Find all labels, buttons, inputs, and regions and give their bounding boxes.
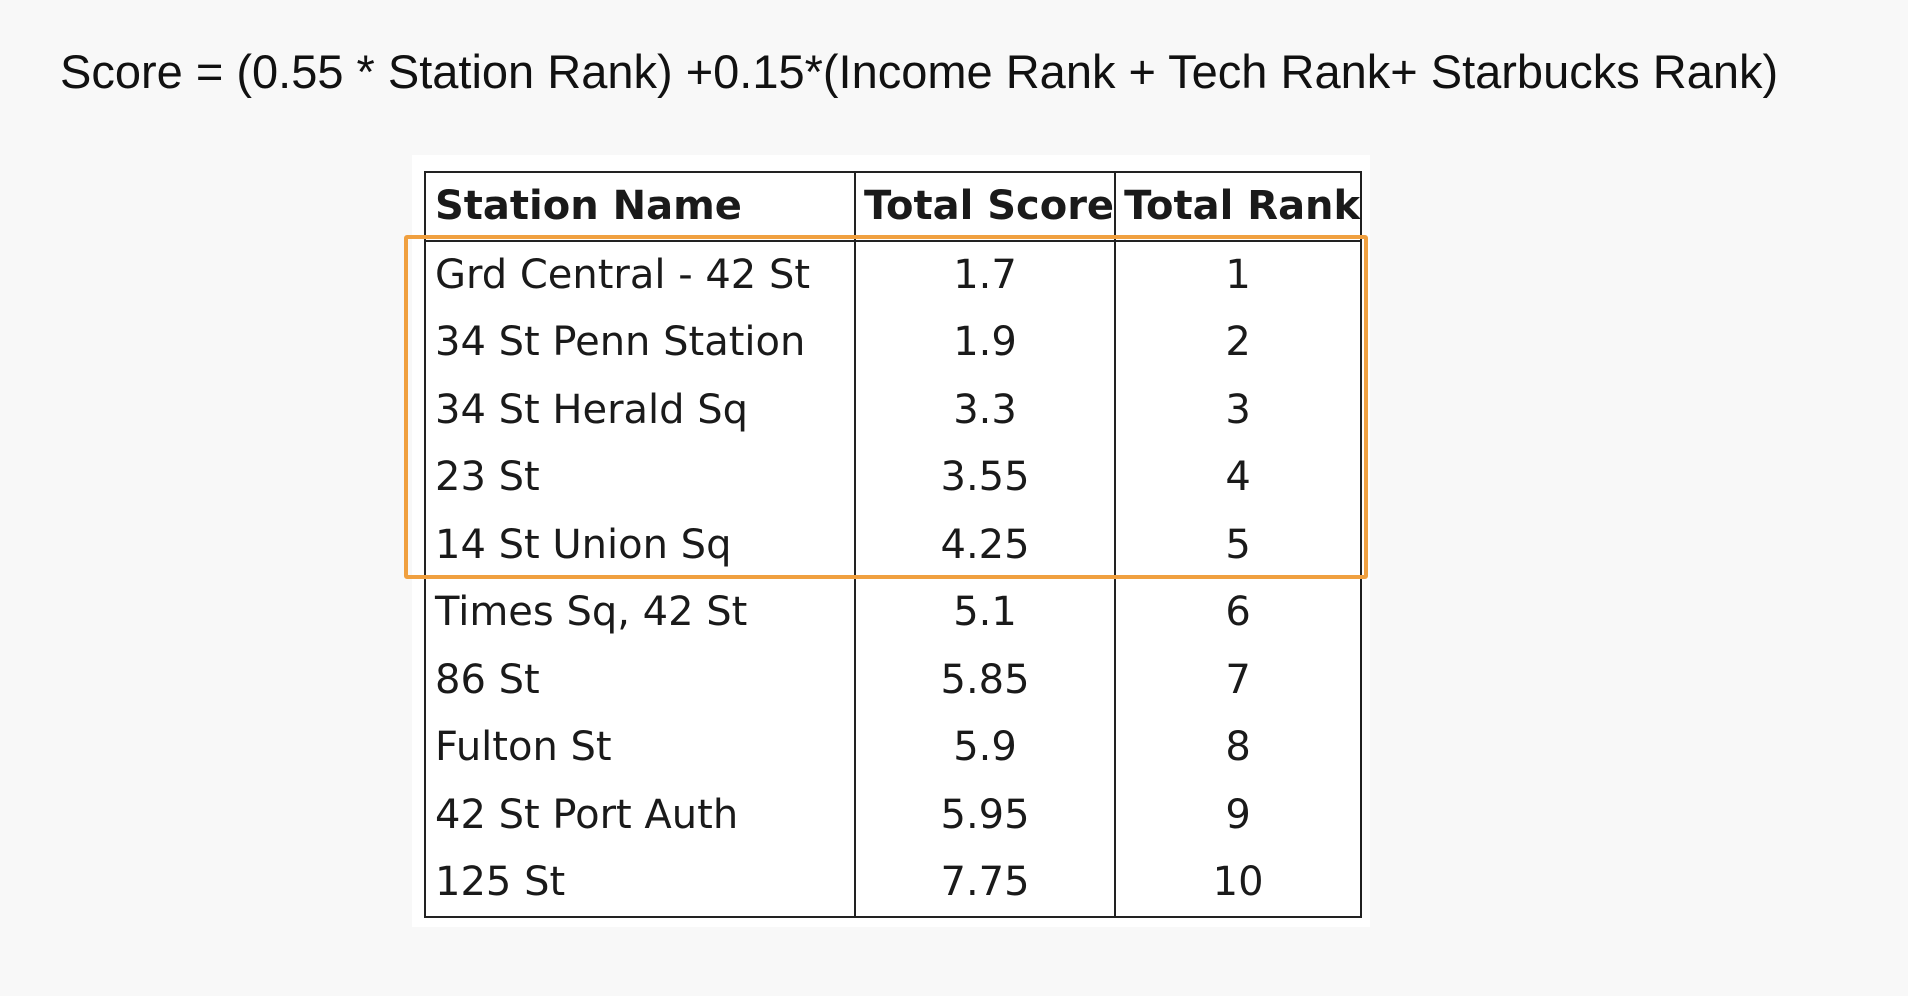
station-name-cell: 34 St Herald Sq [424,376,856,444]
total-score-cell: 1.9 [853,309,1117,377]
total-score-cell: 5.9 [853,714,1117,782]
score-formula: Score = (0.55 * Station Rank) +0.15*(Inc… [60,45,1779,98]
total-score-cell: 4.25 [853,511,1117,579]
station-name-cell: 86 St [424,646,856,714]
table-row: Grd Central - 42 St 1.7 1 [424,241,1363,309]
total-rank-cell: 4 [1114,444,1363,512]
station-name-cell: 34 St Penn Station [424,309,856,377]
table-row: 34 St Herald Sq 3.3 3 [424,376,1363,444]
station-name-cell: 125 St [424,849,856,918]
total-rank-cell: 5 [1114,511,1363,579]
table-header-row: Station Name Total Score Total Rank [424,171,1363,242]
station-name-cell: 14 St Union Sq [424,511,856,579]
table-row: Fulton St 5.9 8 [424,714,1363,782]
total-score-cell: 5.95 [853,781,1117,849]
station-name-cell: Times Sq, 42 St [424,579,856,647]
header-station-name: Station Name [424,171,856,242]
station-score-table: Station Name Total Score Total Rank Grd … [424,171,1363,918]
total-rank-cell: 1 [1114,241,1363,309]
station-name-cell: Fulton St [424,714,856,782]
total-score-cell: 7.75 [853,849,1117,918]
total-score-cell: 5.1 [853,579,1117,647]
total-score-cell: 3.3 [853,376,1117,444]
total-rank-cell: 8 [1114,714,1363,782]
total-rank-cell: 7 [1114,646,1363,714]
header-total-score: Total Score [853,171,1117,242]
table-row: 14 St Union Sq 4.25 5 [424,511,1363,579]
total-rank-cell: 2 [1114,309,1363,377]
table-row: 86 St 5.85 7 [424,646,1363,714]
total-score-cell: 3.55 [853,444,1117,512]
total-rank-cell: 6 [1114,579,1363,647]
table-row: 34 St Penn Station 1.9 2 [424,309,1363,377]
station-name-cell: Grd Central - 42 St [424,241,856,309]
total-rank-cell: 3 [1114,376,1363,444]
table-row: Times Sq, 42 St 5.1 6 [424,579,1363,647]
total-score-cell: 5.85 [853,646,1117,714]
total-rank-cell: 10 [1114,849,1363,918]
station-name-cell: 42 St Port Auth [424,781,856,849]
table-row: 23 St 3.55 4 [424,444,1363,512]
total-rank-cell: 9 [1114,781,1363,849]
station-name-cell: 23 St [424,444,856,512]
total-score-cell: 1.7 [853,241,1117,309]
table-row: 125 St 7.75 10 [424,849,1363,918]
table-row: 42 St Port Auth 5.95 9 [424,781,1363,849]
header-total-rank: Total Rank [1114,171,1363,242]
